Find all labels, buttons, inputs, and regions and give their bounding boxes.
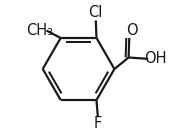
Text: Cl: Cl [89,5,103,20]
Text: F: F [94,116,102,131]
Text: CH₃: CH₃ [27,23,53,38]
Text: OH: OH [144,51,167,66]
Text: O: O [126,23,137,38]
